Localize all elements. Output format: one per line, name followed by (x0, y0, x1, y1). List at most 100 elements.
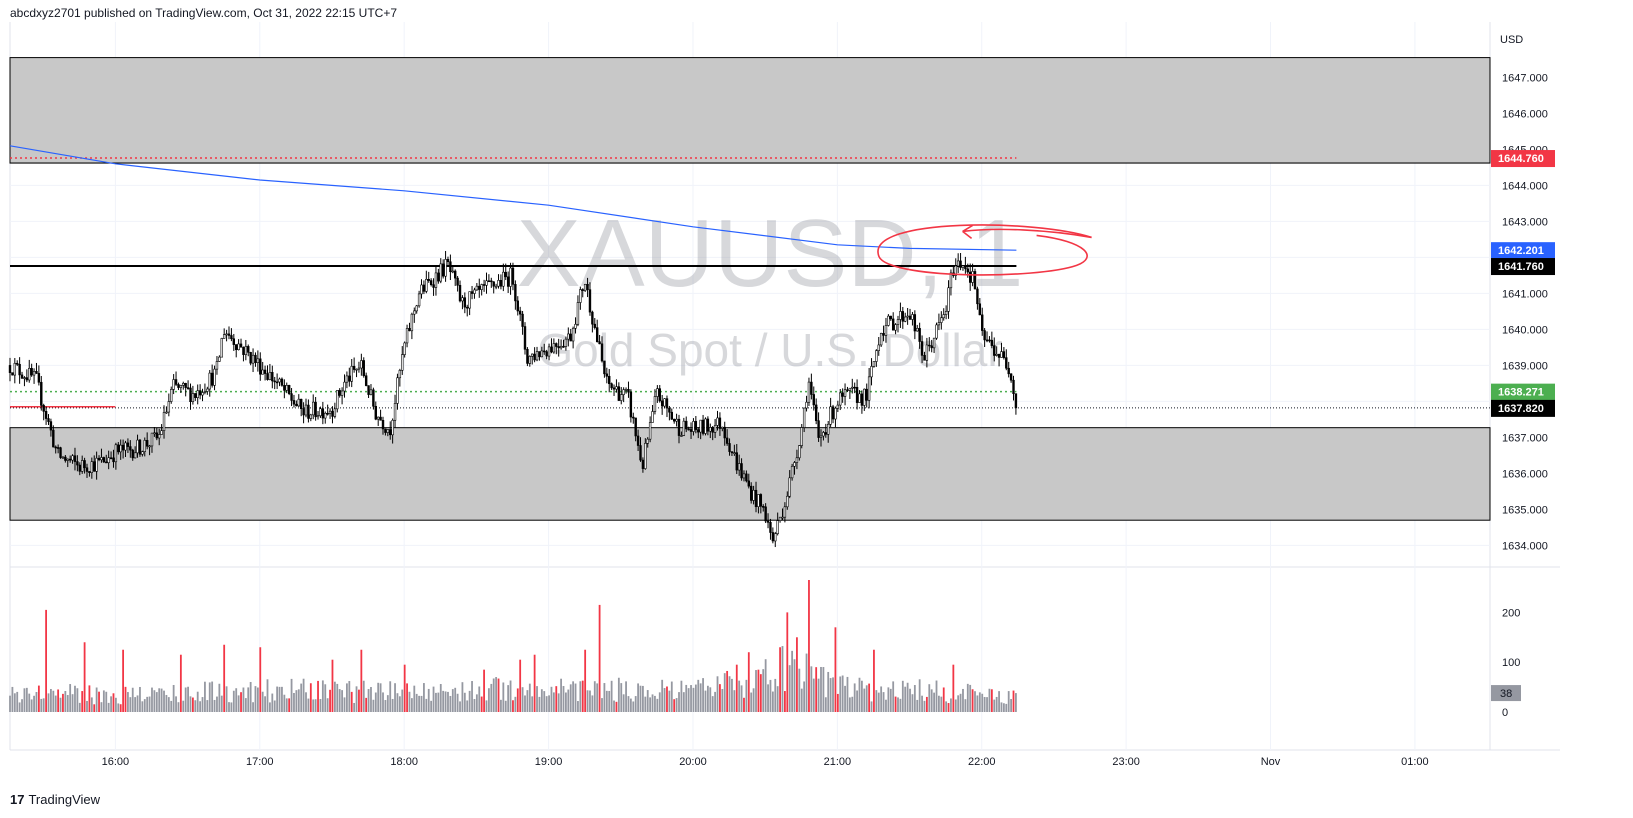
volume-bar (815, 667, 818, 712)
volume-bar (329, 689, 331, 712)
volume-bar (572, 681, 575, 712)
volume-bar (836, 693, 839, 712)
candle (85, 463, 89, 478)
candle-body (42, 405, 45, 412)
volume-bar (249, 681, 252, 712)
volume-bar (740, 685, 743, 712)
candle (427, 271, 430, 283)
candle-body (232, 338, 236, 345)
candle-body (441, 263, 445, 277)
candle-body (899, 311, 902, 320)
candle-body (121, 444, 125, 451)
candle-body (911, 314, 914, 320)
candle-body (218, 356, 221, 362)
candle-body (401, 354, 404, 371)
candle (502, 263, 505, 292)
candle-body (759, 494, 763, 507)
candle (648, 416, 652, 443)
volume-bar (598, 604, 601, 712)
candle-body (158, 434, 161, 439)
candle (196, 384, 199, 405)
candle (617, 382, 621, 401)
candle (263, 365, 267, 381)
volume-bar (307, 698, 310, 712)
candle (37, 365, 41, 386)
volume-bar (124, 686, 127, 712)
candle-body (550, 346, 553, 353)
price-label-badge (1491, 399, 1555, 417)
volume-bar (358, 689, 360, 712)
volume-bar (822, 667, 825, 712)
candle (348, 367, 351, 387)
candle (993, 337, 996, 362)
candle-body (567, 333, 570, 340)
candle (117, 442, 120, 455)
candle-body (829, 406, 832, 425)
price-label-text: 1637.820 (1498, 403, 1544, 415)
volume-bar (783, 691, 786, 712)
volume-bar (442, 690, 445, 712)
candle (843, 383, 847, 406)
candle-body (730, 451, 734, 454)
candle (302, 402, 305, 424)
candle-body (805, 401, 808, 409)
candle (331, 406, 334, 424)
candle-body (716, 417, 719, 426)
candle (379, 409, 382, 421)
volume-bar (964, 699, 967, 712)
volume-bar (81, 691, 84, 712)
candle-body (256, 358, 260, 363)
candle-body (230, 335, 233, 340)
candle (531, 353, 534, 365)
candle (870, 358, 873, 386)
volume-bar (861, 680, 863, 712)
candle-body (817, 420, 820, 438)
volume-bar (143, 699, 146, 712)
candle (595, 319, 599, 343)
candle-body (879, 333, 883, 346)
candle (718, 412, 722, 436)
candle (697, 427, 700, 439)
candle (100, 448, 103, 463)
candle-body (210, 372, 214, 386)
candle (920, 335, 924, 364)
volume-bar (290, 678, 293, 712)
candle-body (860, 393, 864, 406)
volume-bar (271, 693, 274, 712)
candle-body (964, 265, 967, 270)
volume-bar (64, 690, 67, 712)
volume-bar (536, 686, 538, 712)
volume-bar (728, 676, 731, 712)
candle (540, 346, 544, 358)
candle (651, 404, 654, 423)
candle (1000, 342, 1003, 358)
candle-body (689, 429, 693, 432)
candle (343, 374, 346, 398)
candle-body (268, 372, 272, 380)
volume-bar (295, 690, 298, 712)
candle (316, 411, 320, 420)
candle (215, 356, 219, 375)
candle (848, 387, 852, 400)
candle (25, 369, 29, 383)
candle-body (119, 444, 122, 453)
candle (581, 288, 584, 298)
candle-body (174, 379, 178, 385)
candle-body (562, 345, 565, 348)
x-tick-label: 20:00 (679, 756, 707, 768)
volume-bar (324, 684, 327, 712)
candle (740, 458, 743, 481)
volume-bar (668, 690, 671, 712)
candle-body (827, 423, 830, 435)
volume-bar (314, 699, 317, 712)
candle (143, 437, 146, 457)
candle-body (266, 373, 269, 380)
candle (309, 413, 313, 422)
volume-bar (844, 685, 846, 712)
candle (227, 326, 231, 340)
volume-bar (959, 693, 962, 712)
candle-body (891, 318, 895, 331)
candle (976, 286, 979, 310)
candle (285, 382, 288, 394)
